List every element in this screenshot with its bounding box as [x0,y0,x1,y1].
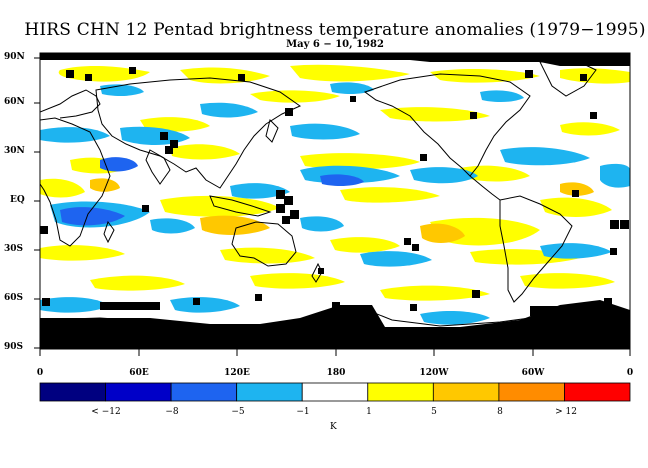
lon-label-0: 0 [36,368,44,378]
coastlines [40,59,630,327]
yellow-regions [40,64,630,301]
colorbar-label-6: 5 [431,407,437,417]
colorbar-label-7: 8 [497,407,503,417]
south-america-outline [499,195,573,303]
lat-label-90n: 90N [4,52,25,62]
lon-label-120e: 120E [224,368,250,378]
colorbar-label-5: 1 [366,407,372,417]
lat-label-30s: 30S [4,244,24,254]
new-zealand-outline [311,262,323,283]
antarctica-outline [40,305,630,327]
anomaly-field [40,53,630,349]
colorbar-swatch [564,382,631,402]
colorbar-label-2: −8 [165,407,179,417]
lat-label-30n: 30N [4,146,25,156]
orange-regions [90,178,594,243]
blue-regions [60,157,364,226]
colorbar-unit: K [330,422,337,432]
australia-outline [231,221,297,267]
lon-label-60e: 60E [129,368,149,378]
india-outline [145,149,171,185]
colorbar-label-4: −1 [296,407,310,417]
colorbar-swatch [367,382,434,402]
lat-label-60s: 60S [4,293,24,303]
indonesia-outline [209,195,272,217]
colorbar-label-8: > 12 [555,407,577,417]
lon-label-120w: 120W [419,368,449,378]
madagascar-outline [103,220,115,244]
colorbar-swatch [301,382,369,402]
colorbar-swatch [498,382,565,402]
lat-label-eq: EQ [10,195,25,205]
lat-label-90s: 90S [4,342,24,352]
colorbar-swatch [236,382,303,402]
antarctic-missing-band [40,300,630,349]
colorbar-swatch [170,382,238,402]
colorbar-swatch [432,382,500,402]
colorbar-swatch [39,382,106,402]
north-america-outline [363,73,531,177]
missing-data-squares [40,67,629,316]
colorbar [39,382,631,402]
colorbar-label-3: −5 [231,407,245,417]
lon-label-180: 180 [326,368,346,378]
europe-outline [40,89,101,119]
japan-outline [265,119,279,143]
colorbar-label-1: < −12 [91,407,121,417]
lon-ticks [39,349,631,356]
lat-ticks [34,57,40,349]
lon-label-60w: 60W [521,368,545,378]
greenland-outline [539,59,597,97]
asia-outline [95,77,302,189]
africa-outline [40,117,111,247]
lat-label-60n: 60N [4,97,25,107]
figure-subtitle: May 6 − 10, 1982 [286,39,384,50]
arctic-missing-band [40,53,630,66]
lon-label-0-end: 0 [626,368,634,378]
central-america-outline [469,175,501,201]
colorbar-swatch [105,382,172,402]
figure-title: HIRS CHN 12 Pentad brightness temperatur… [24,20,646,40]
